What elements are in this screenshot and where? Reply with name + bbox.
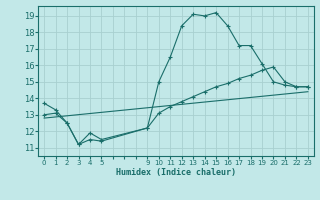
X-axis label: Humidex (Indice chaleur): Humidex (Indice chaleur) [116, 168, 236, 177]
